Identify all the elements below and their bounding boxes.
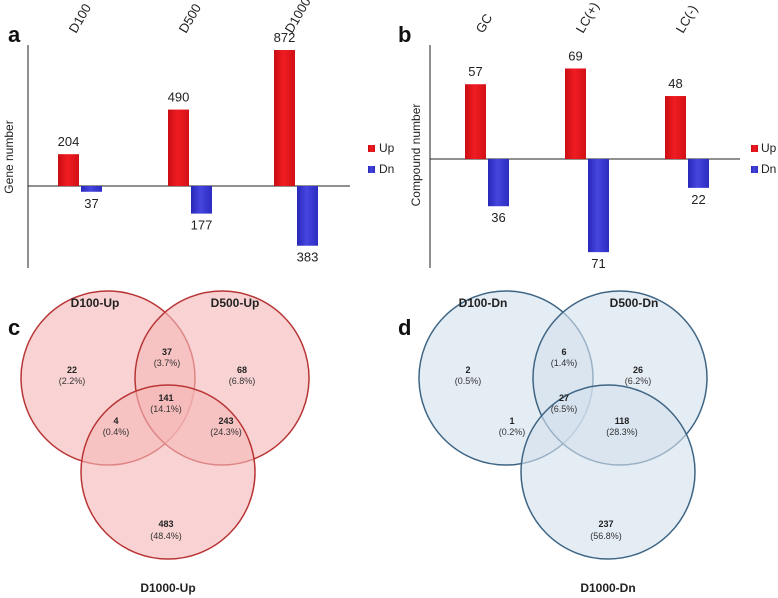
category-label: GC (473, 11, 496, 35)
category-label: LC(+) (573, 0, 602, 35)
venn-pct-only-d1000: (48.4%) (150, 531, 182, 541)
venn-set-label-d1000-up: D1000-Up (140, 581, 195, 595)
venn-count-only-d100: 22 (67, 365, 77, 375)
bar-dn (688, 159, 709, 188)
panel-letter-b: b (398, 22, 411, 47)
venn-pct-d100-d500: (1.4%) (551, 358, 578, 368)
venn-pct-only-d100: (2.2%) (59, 376, 86, 386)
value-label-up: 490 (168, 90, 190, 105)
legend-swatch-dn (751, 166, 758, 173)
bar-up (274, 50, 295, 186)
venn-pct-all-three: (14.1%) (150, 404, 182, 414)
value-label-up: 69 (568, 48, 582, 63)
bar-up (58, 154, 79, 186)
y-axis-title: Gene number (2, 120, 16, 193)
bar-dn (81, 186, 102, 192)
venn-count-only-d500: 68 (237, 365, 247, 375)
y-axis-title: Compound number (409, 104, 423, 207)
venn-pct-all-three: (6.5%) (551, 404, 578, 414)
venn-pct-d100-d500: (3.7%) (154, 358, 181, 368)
legend: Up Dn (751, 141, 777, 176)
bar-dn (191, 186, 212, 214)
panel-letter-a: a (8, 22, 21, 47)
value-label-dn: 36 (491, 210, 505, 225)
bar-up (665, 96, 686, 159)
value-label-up: 872 (274, 30, 296, 45)
value-label-dn: 37 (84, 196, 98, 211)
venn-count-only-d100: 2 (465, 365, 470, 375)
legend-label-dn: Dn (761, 162, 776, 176)
venn-set-label-d100-up: D100-Up (71, 296, 120, 310)
venn-diagram-up: D100-Up D500-Up D1000-Up 22 (2.2%) 68 (6… (20, 290, 310, 595)
bar-dn (588, 159, 609, 253)
venn-count-only-d1000: 237 (598, 519, 613, 529)
legend-label-up: Up (379, 141, 395, 155)
venn-count-d500-d1000: 243 (218, 416, 233, 426)
legend-label-dn: Dn (379, 162, 394, 176)
venn-pct-d500-d1000: (28.3%) (606, 427, 638, 437)
venn-count-only-d500: 26 (633, 365, 643, 375)
legend-swatch-up (751, 145, 758, 152)
value-label-up: 204 (58, 134, 80, 149)
venn-set-label-d100-dn: D100-Dn (459, 296, 508, 310)
bar-up (168, 109, 189, 186)
venn-pct-only-d100: (0.5%) (455, 376, 482, 386)
category-label: D100 (66, 1, 95, 35)
venn-count-d500-d1000: 118 (615, 416, 630, 426)
venn-pct-only-d500: (6.2%) (625, 376, 652, 386)
value-label-dn: 383 (297, 250, 319, 265)
bar-up (565, 68, 586, 159)
venn-count-d100-d500: 37 (162, 347, 172, 357)
category-label: D500 (176, 1, 205, 35)
legend: Up Dn (368, 141, 395, 176)
bar-dn (297, 186, 318, 246)
bar-up (465, 84, 486, 159)
legend-label-up: Up (761, 141, 777, 155)
venn-pct-d100-d1000: (0.2%) (499, 427, 526, 437)
legend-swatch-dn (368, 166, 375, 173)
venn-pct-d100-d1000: (0.4%) (103, 427, 130, 437)
category-label: LC(-) (673, 2, 701, 35)
venn-count-d100-d1000: 1 (509, 416, 514, 426)
value-label-up: 57 (468, 64, 482, 79)
value-label-up: 48 (668, 76, 682, 91)
venn-set-label-d1000-dn: D1000-Dn (580, 581, 635, 595)
venn-set-label-d500-dn: D500-Dn (610, 296, 659, 310)
venn-count-d100-d1000: 4 (113, 416, 118, 426)
bar-dn (488, 159, 509, 207)
venn-set-label-d500-up: D500-Up (211, 296, 260, 310)
panel-letter-d: d (398, 315, 411, 340)
bar-chart-compound-number: Compound number GC 57 36 LC(+) 69 71 LC(-) 48 22… (409, 0, 777, 271)
venn-count-d100-d500: 6 (561, 347, 566, 357)
venn-pct-only-d500: (6.8%) (229, 376, 256, 386)
value-label-dn: 71 (591, 256, 605, 271)
venn-count-only-d1000: 483 (158, 519, 173, 529)
legend-swatch-up (368, 145, 375, 152)
bar-chart-gene-number: Gene number D10020437D500490177D10008723… (2, 0, 395, 268)
venn-circle-d1000-up (80, 384, 256, 560)
value-label-dn: 177 (191, 218, 213, 233)
venn-pct-only-d1000: (56.8%) (590, 531, 622, 541)
venn-circle-d1000-dn (520, 384, 696, 560)
panel-letter-c: c (8, 315, 20, 340)
venn-pct-d500-d1000: (24.3%) (210, 427, 242, 437)
venn-count-all-three: 27 (559, 393, 569, 403)
value-label-dn: 22 (691, 192, 705, 207)
venn-diagram-dn: D100-Dn D500-Dn D1000-Dn 2 (0.5%) 26 (6.… (418, 290, 708, 595)
venn-count-all-three: 141 (158, 393, 173, 403)
